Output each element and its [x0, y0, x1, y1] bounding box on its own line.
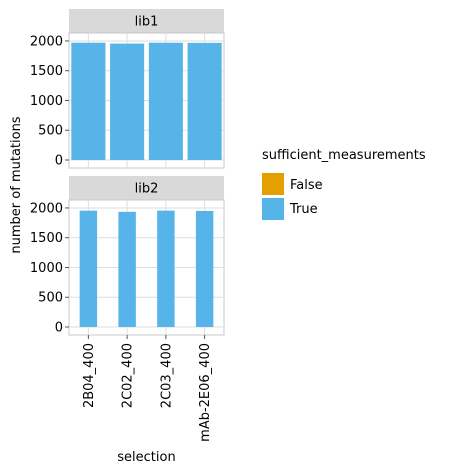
- y-axis-lib2: 0 500 1000 1500 2000: [30, 201, 69, 336]
- x-axis: 2B04_400 2C02_400 2C03_400 mAb-2E06_400: [82, 335, 213, 442]
- bar-lib2-true-2C03_400: [157, 210, 175, 327]
- bar-lib1-true-2B04_400: [71, 42, 106, 160]
- bar-lib2-true-2C02_400: [118, 211, 136, 327]
- y-tick-label: 0: [55, 321, 63, 336]
- x-tick-label: mAb-2E06_400: [198, 343, 213, 442]
- y-tick-label: 1000: [30, 94, 63, 109]
- y-tick-label: 1500: [30, 231, 63, 246]
- y-tick-label: 1000: [30, 261, 63, 276]
- y-tick-label: 0: [55, 154, 63, 169]
- y-axis-title: number of mutations: [9, 116, 24, 253]
- y-tick-label: 500: [38, 124, 63, 139]
- legend-key-true: [262, 198, 284, 220]
- facet-lib2: lib2 0 500 1000 1500 2000: [30, 176, 225, 336]
- y-axis-lib1: 0 500 1000 1500 2000: [30, 34, 69, 169]
- facet-strip-lib1: [69, 9, 224, 33]
- y-tick-label: 2000: [30, 34, 63, 49]
- legend-key-false: [262, 173, 284, 195]
- x-tick-label: 2C03_400: [159, 343, 174, 408]
- bar-lib2-true-2B04_400: [79, 210, 98, 327]
- x-axis-title: selection: [117, 450, 175, 465]
- legend-title: sufficient_measurements: [262, 148, 426, 163]
- legend: sufficient_measurements False True: [262, 148, 426, 220]
- bar-lib1-true-2C03_400: [148, 42, 183, 160]
- bar-lib2-true-mAb-2E06_400: [195, 210, 214, 327]
- x-tick-label: 2C02_400: [121, 343, 136, 408]
- bar-lib1-true-mAb-2E06_400: [187, 42, 222, 160]
- bar-lib1-true-2C02_400: [110, 43, 145, 160]
- y-tick-label: 1500: [30, 64, 63, 79]
- facet-label-lib1: lib1: [135, 15, 159, 30]
- legend-label-false: False: [290, 178, 323, 193]
- facet-lib1: lib1 0 500 1000 1500 2000: [30, 9, 225, 169]
- bars-lib1: [71, 42, 222, 160]
- y-tick-label: 500: [38, 291, 63, 306]
- y-tick-label: 2000: [30, 201, 63, 216]
- facet-strip-lib2: [69, 176, 224, 200]
- x-tick-label: 2B04_400: [82, 343, 97, 408]
- bars-lib2: [79, 210, 214, 327]
- legend-label-true: True: [289, 202, 318, 217]
- facet-label-lib2: lib2: [135, 182, 159, 197]
